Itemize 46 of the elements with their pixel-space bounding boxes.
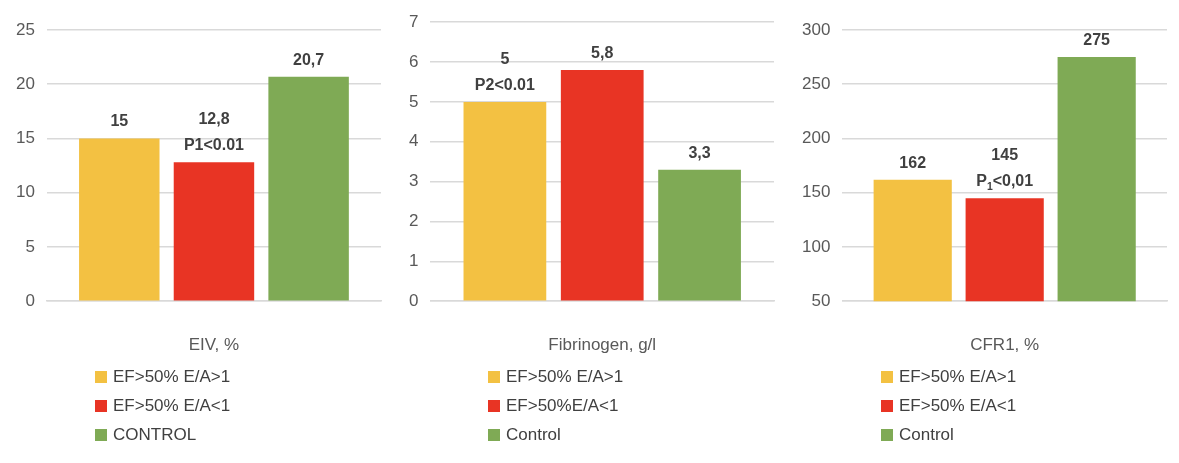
bar bbox=[79, 138, 160, 301]
legend-label: CONTROL bbox=[113, 424, 197, 445]
x-axis-title: CFR1, % bbox=[970, 335, 1040, 355]
y-tick-label: 15 bbox=[15, 128, 35, 148]
y-tick-label: 25 bbox=[15, 19, 35, 39]
legend-label: EF>50% E/A<1 bbox=[113, 395, 231, 416]
y-tick-label: 200 bbox=[801, 128, 831, 148]
y-tick-label: 7 bbox=[408, 11, 419, 31]
y-tick-label: 5 bbox=[408, 91, 419, 111]
x-axis-title: EIV, % bbox=[188, 335, 240, 355]
legend-label: Control bbox=[506, 424, 561, 445]
y-tick-label: 3 bbox=[408, 171, 419, 191]
bar bbox=[560, 70, 644, 301]
data-label: 12,8 P1<0.01 bbox=[183, 110, 245, 154]
legend-label: EF>50% E/A>1 bbox=[506, 366, 624, 387]
bar bbox=[463, 101, 547, 301]
data-label: 5,8 bbox=[591, 44, 614, 62]
data-label: 3,3 bbox=[688, 143, 711, 161]
y-tick-label: 100 bbox=[801, 236, 831, 256]
x-axis-title: Fibrinogen, g/l bbox=[548, 335, 657, 355]
y-tick-label: 4 bbox=[408, 131, 419, 151]
y-tick-label: 1 bbox=[408, 251, 419, 271]
y-tick-label: 150 bbox=[801, 182, 831, 202]
y-tick-label: 0 bbox=[408, 290, 419, 310]
y-tick-label: 300 bbox=[801, 19, 831, 39]
y-tick-label: 0 bbox=[25, 290, 35, 310]
legend-label: EF>50% E/A<1 bbox=[899, 395, 1017, 416]
data-label: 15 bbox=[110, 112, 129, 130]
legend-label: EF>50% E/A>1 bbox=[899, 366, 1017, 387]
y-tick-label: 250 bbox=[801, 73, 831, 93]
legend-label: EF>50% E/A>1 bbox=[113, 366, 231, 387]
y-tick-label: 2 bbox=[408, 211, 419, 231]
y-tick-label: 6 bbox=[408, 51, 419, 71]
data-label: 20,7 bbox=[293, 50, 325, 68]
y-tick-label: 5 bbox=[25, 236, 35, 256]
legend-label: Control bbox=[899, 424, 954, 445]
bar bbox=[658, 169, 741, 301]
y-tick-label: 10 bbox=[15, 182, 35, 202]
y-tick-label: 50 bbox=[811, 290, 831, 310]
bar bbox=[173, 162, 255, 301]
data-label: 162 bbox=[899, 153, 927, 171]
bar bbox=[268, 76, 349, 301]
data-label: 5 P2<0.01 bbox=[474, 49, 536, 93]
data-label: 275 bbox=[1083, 31, 1111, 49]
y-tick-label: 20 bbox=[15, 73, 35, 93]
legend-label: EF>50%E/A<1 bbox=[506, 395, 619, 416]
